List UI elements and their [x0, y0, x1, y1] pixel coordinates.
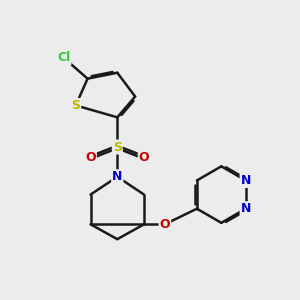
Text: N: N [241, 202, 251, 215]
Text: N: N [112, 170, 122, 183]
Text: O: O [85, 151, 96, 164]
Text: S: S [113, 140, 122, 154]
Text: S: S [71, 99, 80, 112]
Text: Cl: Cl [57, 51, 70, 64]
Text: O: O [160, 218, 170, 231]
Text: O: O [139, 151, 149, 164]
Text: N: N [241, 174, 251, 187]
